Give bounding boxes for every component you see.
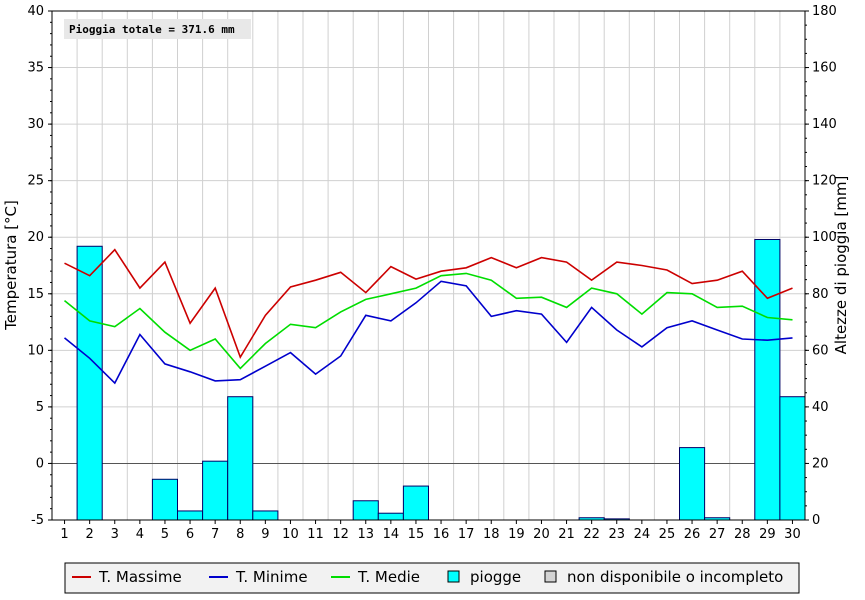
right-tick-label: 140 xyxy=(812,117,837,132)
x-tick-label: 5 xyxy=(161,527,169,542)
left-tick-label: -5 xyxy=(31,513,44,528)
x-tick-label: 16 xyxy=(433,527,450,542)
legend-label: T. Minime xyxy=(235,568,308,586)
legend-label: T. Massime xyxy=(98,568,182,586)
left-axis-title: Temperatura [°C] xyxy=(2,200,20,331)
x-tick-label: 28 xyxy=(734,527,751,542)
left-tick-label: 30 xyxy=(27,117,44,132)
rain-bar xyxy=(252,510,279,521)
left-tick-label: 0 xyxy=(36,456,44,471)
left-tick-label: 5 xyxy=(36,400,44,415)
x-tick-label: 1 xyxy=(60,527,68,542)
rain-bars xyxy=(76,238,806,521)
legend-box-swatch xyxy=(447,570,460,583)
x-tick-label: 23 xyxy=(608,527,625,542)
right-axis-title: Altezze di pioggia [mm] xyxy=(832,176,850,355)
x-tick-label: 10 xyxy=(282,527,299,542)
axes: -505101520253035400204060801001201401601… xyxy=(27,4,836,542)
rain-bar xyxy=(377,512,404,521)
x-tick-label: 21 xyxy=(558,527,575,542)
right-tick-label: 0 xyxy=(812,513,820,528)
left-tick-label: 35 xyxy=(27,61,44,76)
right-tick-label: 80 xyxy=(812,287,829,302)
series-line xyxy=(63,272,793,370)
x-tick-label: 17 xyxy=(458,527,475,542)
x-tick-label: 3 xyxy=(111,527,119,542)
x-tick-label: 2 xyxy=(86,527,94,542)
x-tick-label: 22 xyxy=(583,527,600,542)
left-tick-label: 15 xyxy=(27,287,44,302)
rain-bar xyxy=(779,396,806,521)
legend-label: piogge xyxy=(470,568,521,586)
x-tick-label: 19 xyxy=(508,527,525,542)
x-tick-label: 14 xyxy=(383,527,400,542)
annotation-box xyxy=(64,19,251,39)
x-tick-label: 6 xyxy=(186,527,194,542)
legend-label: non disponibile o incompleto xyxy=(567,568,783,586)
legend-box xyxy=(64,562,800,594)
x-tick-label: 29 xyxy=(759,527,776,542)
x-tick-label: 20 xyxy=(533,527,550,542)
right-tick-label: 40 xyxy=(812,400,829,415)
right-tick-label: 120 xyxy=(812,174,837,189)
rain-bar xyxy=(202,460,229,521)
legend: T. Massime T. Minime T. Medie piogge non dis… xyxy=(64,562,800,594)
x-tick-label: 4 xyxy=(136,527,144,542)
left-tick-label: 40 xyxy=(27,4,44,19)
series-line xyxy=(64,248,793,359)
x-tick-label: 25 xyxy=(659,527,676,542)
legend-label: T. Medie xyxy=(357,568,420,586)
rain-bar xyxy=(151,478,178,521)
rain-bar xyxy=(679,447,706,521)
left-tick-label: 25 xyxy=(27,174,44,189)
x-tick-label: 30 xyxy=(784,527,801,542)
rain-bar xyxy=(177,510,204,521)
right-tick-label: 100 xyxy=(812,230,837,245)
legend-box-swatch xyxy=(544,570,557,583)
x-tick-label: 11 xyxy=(307,527,324,542)
x-tick-label: 18 xyxy=(483,527,500,542)
right-tick-label: 60 xyxy=(812,343,829,358)
right-tick-label: 180 xyxy=(812,4,837,19)
x-tick-label: 15 xyxy=(408,527,425,542)
x-tick-label: 27 xyxy=(709,527,726,542)
left-tick-label: 20 xyxy=(27,230,44,245)
right-tick-label: 20 xyxy=(812,456,829,471)
left-tick-label: 10 xyxy=(27,343,44,358)
temperature-lines xyxy=(63,248,793,385)
annotation-text: Pioggia totale = 371.6 mm xyxy=(69,23,235,36)
x-tick-label: 13 xyxy=(357,527,374,542)
x-tick-label: 26 xyxy=(684,527,701,542)
x-tick-label: 9 xyxy=(261,527,269,542)
rain-bar xyxy=(352,500,379,521)
rain-bar xyxy=(754,238,781,521)
x-tick-label: 8 xyxy=(236,527,244,542)
right-tick-label: 160 xyxy=(812,61,837,76)
series-line xyxy=(63,280,793,385)
rain-bar xyxy=(76,245,103,521)
x-tick-label: 24 xyxy=(634,527,651,542)
x-tick-label: 7 xyxy=(211,527,219,542)
rain-bar xyxy=(402,485,429,521)
rain-bar xyxy=(227,396,254,521)
x-tick-label: 12 xyxy=(332,527,349,542)
total-rain-annotation: Pioggia totale = 371.6 mm xyxy=(64,19,251,39)
